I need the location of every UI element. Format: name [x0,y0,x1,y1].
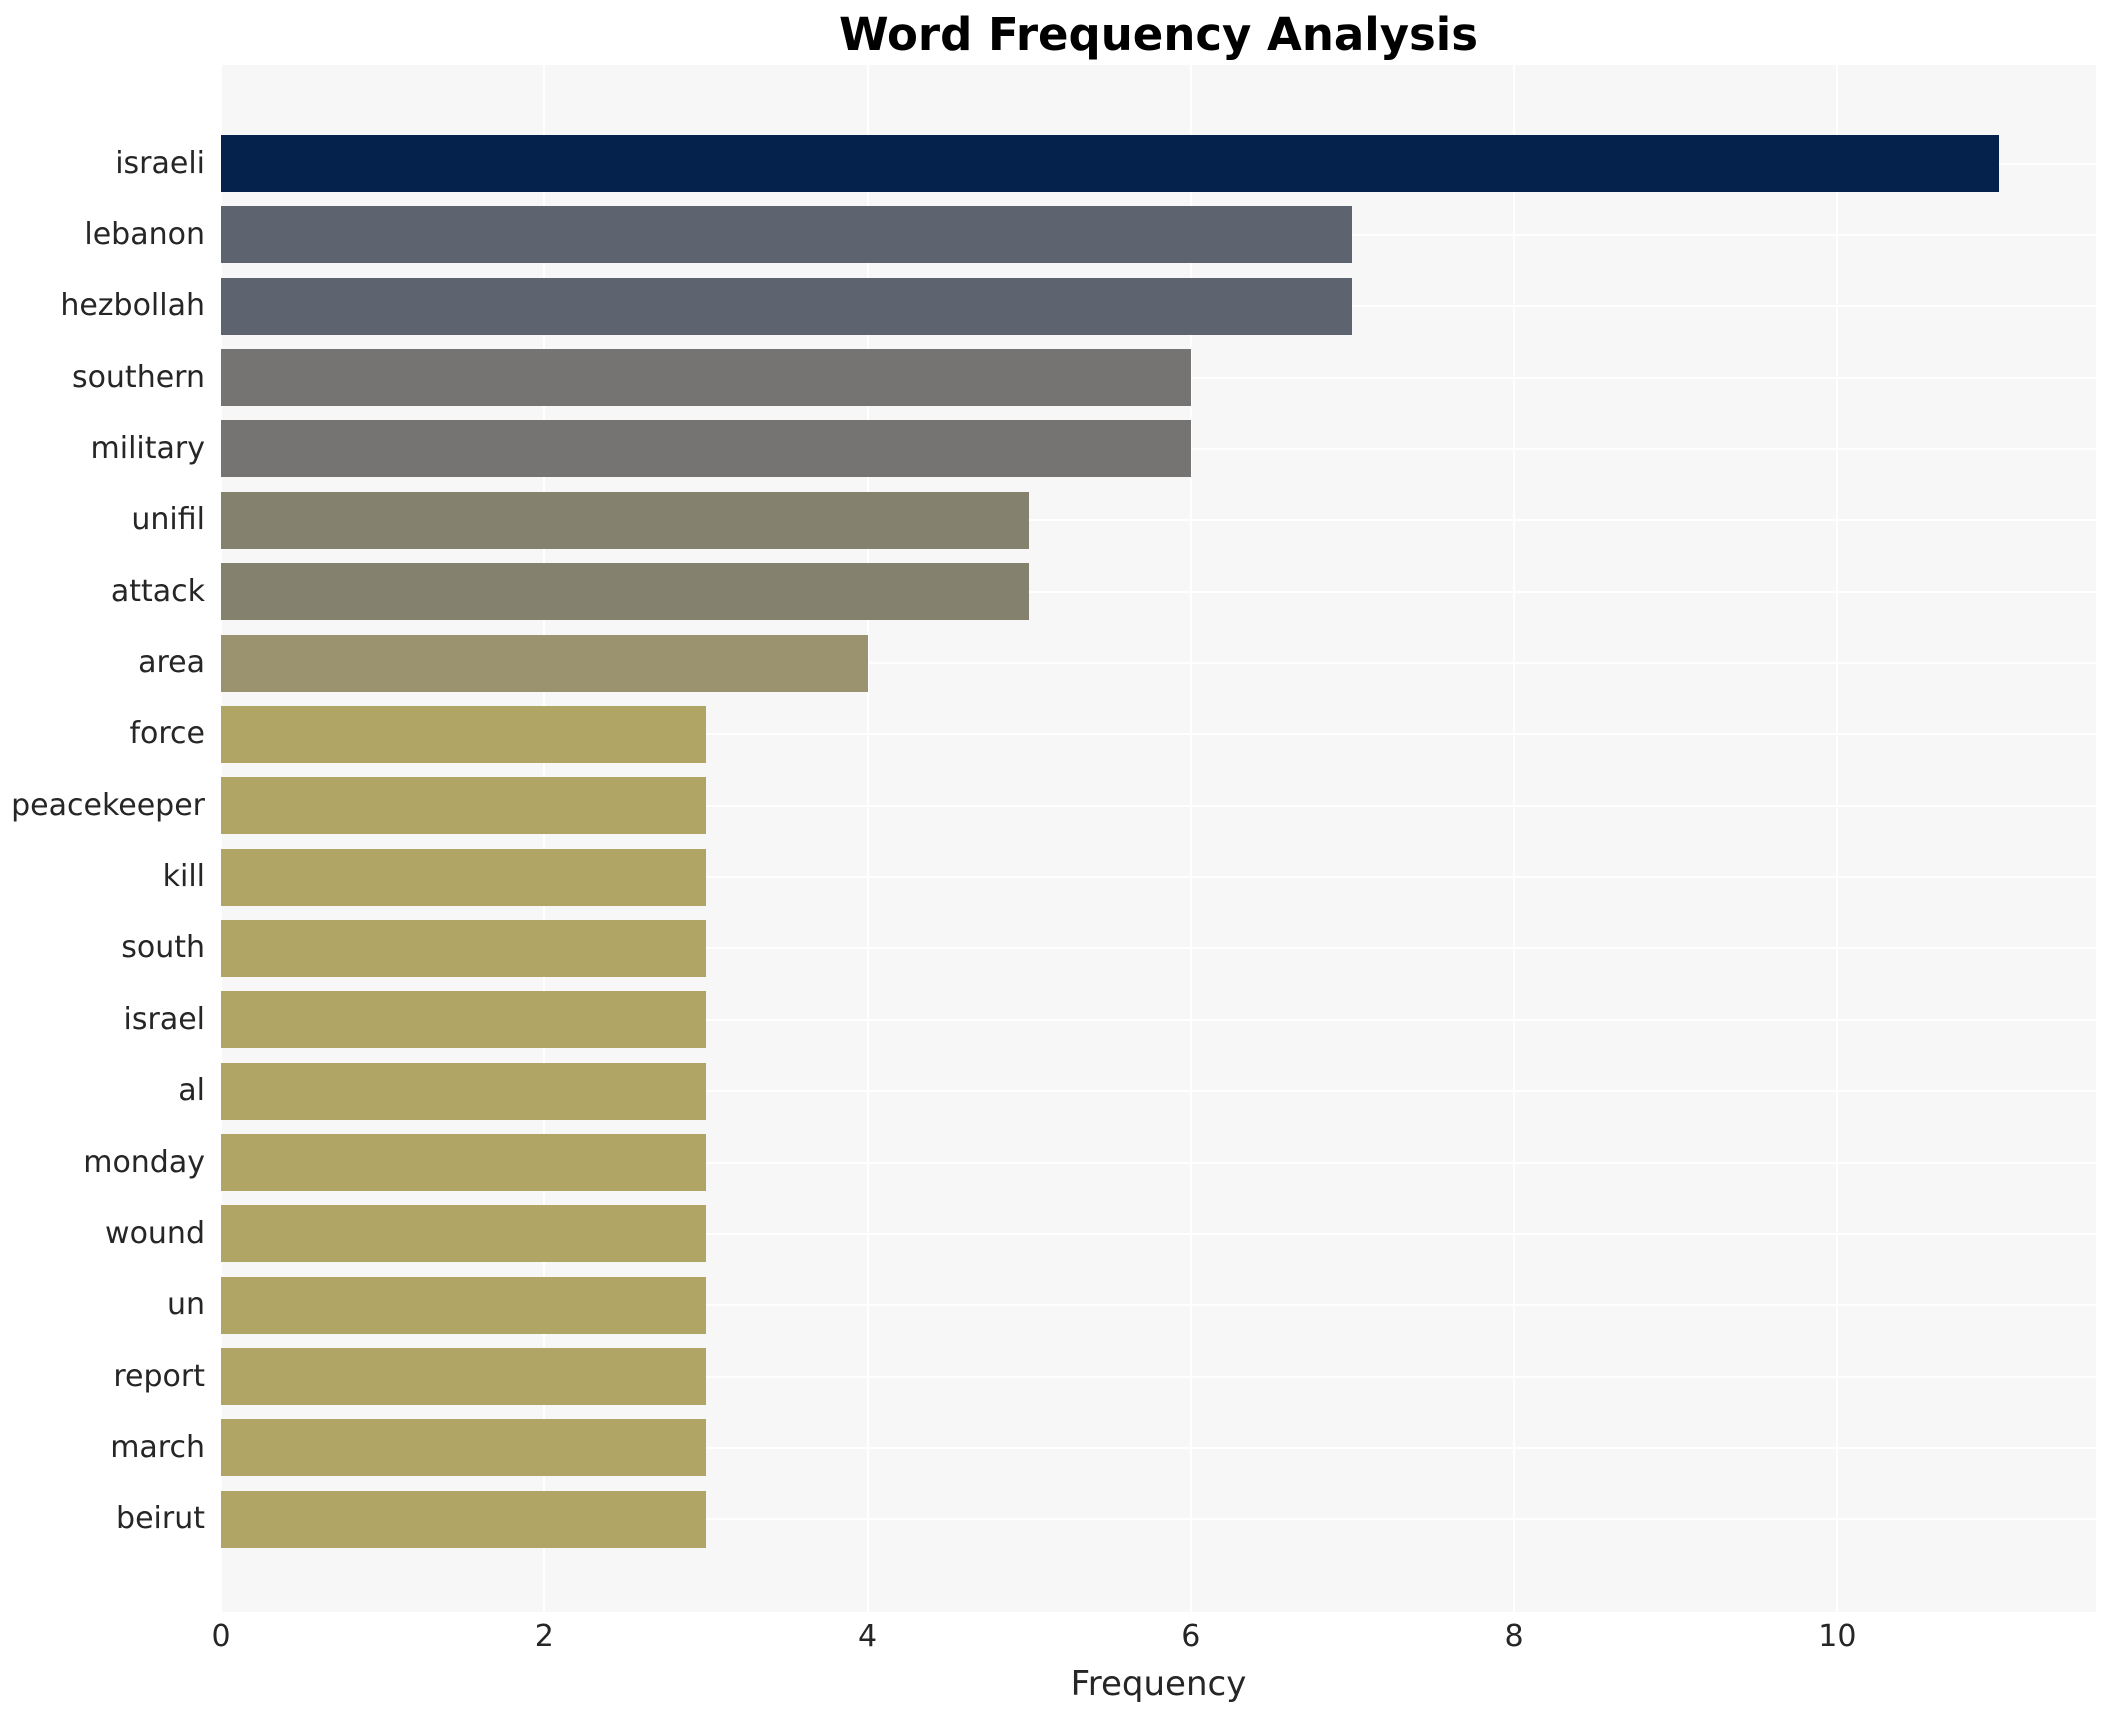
bar-row: unifil [131,491,2096,549]
bar-row: military [91,420,2096,478]
vertical-gridline [220,65,222,1612]
x-tick-label: 6 [1181,1619,1201,1654]
x-tick-label: 2 [534,1619,554,1654]
horizontal-gridline [221,733,2096,736]
y-tick-label: south [121,930,205,966]
horizontal-gridline [221,1446,2096,1449]
bar-row: israeli [115,135,2096,192]
vertical-gridline [543,65,546,1612]
horizontal-gridline [221,1375,2096,1378]
y-tick-label: wound [105,1215,205,1251]
y-tick-label: military [90,430,205,466]
horizontal-gridline [221,1018,2096,1021]
x-tick-label: 8 [1504,1619,1524,1654]
horizontal-gridline [221,1232,2096,1235]
y-tick-label: hezbollah [60,288,205,324]
bar-row: south [121,919,2096,977]
bar-row: force [129,705,2096,763]
y-tick-label: israeli [115,145,205,181]
bar-row: kill [163,848,2096,906]
x-axis-title: Frequency [1070,1664,1247,1704]
bar-lebanon [221,206,1353,264]
bar-wound [221,1205,706,1263]
y-tick-label: monday [83,1144,205,1180]
y-tick-label: unifil [131,502,205,538]
bar-row: lebanon [84,206,2096,264]
bar-row: un [167,1276,2096,1334]
y-tick-label: southern [71,359,205,395]
y-tick-label: lebanon [84,216,205,252]
x-tick-label: 0 [211,1619,231,1654]
bar-un [221,1276,706,1334]
vertical-gridline [1836,65,1839,1612]
x-tick-label: 4 [858,1619,878,1654]
bar-row: beirut [116,1490,2096,1548]
y-tick-label: report [113,1358,205,1394]
bar-row: area [138,634,2096,692]
horizontal-gridline [221,876,2096,879]
bar-south [221,919,706,977]
bar-monday [221,1134,706,1192]
bar-march [221,1419,706,1477]
bar-row: peacekeeper [11,777,2096,835]
horizontal-gridline [221,1304,2096,1307]
y-tick-label: un [166,1287,205,1323]
vertical-gridline [866,65,869,1612]
bar-unifil [221,491,1030,549]
bar-row: southern [72,349,2096,407]
vertical-gridline [1189,65,1192,1612]
bar-row: hezbollah [60,277,2096,335]
bar-southern [221,349,1191,407]
y-tick-label: israel [123,1001,205,1037]
bar-row: al [178,1062,2096,1120]
y-tick-label: force [129,716,205,752]
x-axis-ticks: 0 2 4 6 8 10 [211,1619,2096,1662]
bar-report [221,1348,706,1406]
bar-attack [221,563,1030,621]
horizontal-gridline [221,590,2096,593]
y-tick-label: march [110,1429,205,1465]
bar-row: israel [124,991,2096,1049]
x-tick-label: 10 [1818,1619,1857,1654]
bar-israel [221,991,706,1049]
horizontal-gridline [221,1161,2096,1164]
bar-area [221,634,868,692]
bar-force [221,705,706,763]
bar-row: report [113,1348,2096,1406]
y-tick-label: attack [110,573,205,609]
horizontal-gridline [221,519,2096,522]
bars-container: israeli lebanon hezbollah southern milit… [11,65,2096,1612]
y-tick-label: al [178,1073,205,1109]
bar-row: wound [105,1205,2096,1263]
horizontal-gridline [221,662,2096,665]
horizontal-gridline [221,947,2096,950]
y-tick-label: peacekeeper [11,787,205,823]
y-tick-label: area [138,645,205,681]
bar-row: attack [111,563,2096,621]
bar-peacekeeper [221,777,706,835]
bar-row: monday [83,1134,2096,1192]
bar-row: march [110,1419,2096,1477]
bar-kill [221,848,706,906]
bar-al [221,1062,706,1120]
bar-military [221,420,1191,478]
chart-title: Word Frequency Analysis [838,8,1479,61]
bar-hezbollah [221,277,1353,335]
bar-beirut [221,1490,706,1548]
bar-israeli [221,135,2000,192]
horizontal-gridline [221,1090,2096,1093]
horizontal-gridline [221,1518,2096,1521]
y-tick-label: beirut [116,1501,205,1537]
y-tick-label: kill [162,859,205,895]
horizontal-gridline [221,804,2096,807]
vertical-gridline [1513,65,1516,1612]
